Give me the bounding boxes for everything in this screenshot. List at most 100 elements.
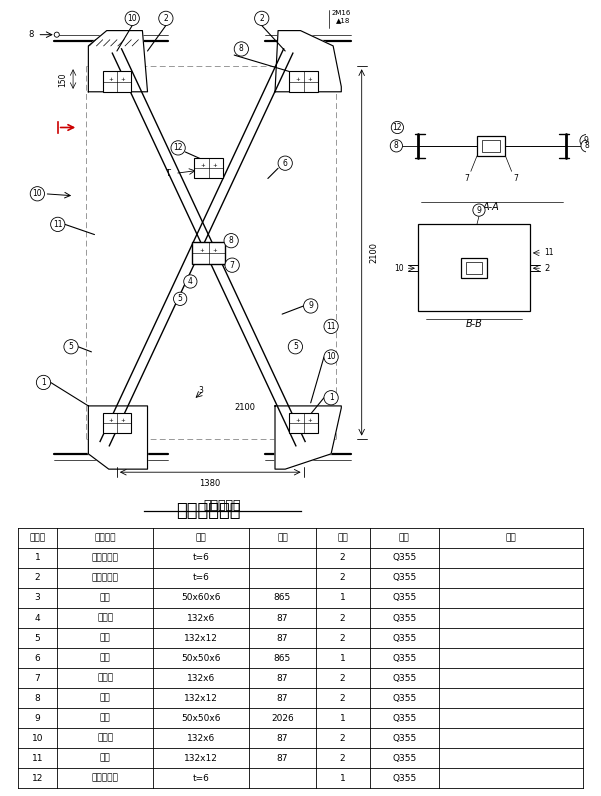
Text: 衬板: 衬板 (100, 693, 111, 703)
Text: 87: 87 (276, 693, 288, 703)
Text: Q355: Q355 (392, 734, 416, 743)
Text: 1: 1 (340, 714, 346, 723)
Text: 角钢连接板: 角钢连接板 (92, 553, 118, 563)
Circle shape (125, 11, 139, 25)
Text: +: + (307, 76, 312, 81)
Bar (466, 262, 482, 275)
Text: 1: 1 (41, 378, 46, 387)
Circle shape (30, 186, 44, 201)
Text: +: + (109, 76, 114, 81)
Text: 87: 87 (276, 734, 288, 743)
Text: 6: 6 (282, 158, 288, 168)
Text: 1: 1 (340, 774, 346, 782)
Circle shape (304, 298, 318, 313)
Text: 11: 11 (545, 248, 554, 257)
Text: 8: 8 (239, 45, 244, 53)
Text: 2: 2 (35, 573, 40, 583)
Circle shape (159, 11, 173, 25)
Circle shape (581, 140, 593, 152)
Circle shape (234, 42, 248, 56)
Text: +: + (200, 248, 204, 252)
Text: 角钢连接板: 角钢连接板 (92, 573, 118, 583)
Bar (103, 413, 131, 434)
Text: 连接板: 连接板 (97, 614, 113, 622)
Text: 矩管: 矩管 (100, 654, 111, 662)
Text: 9: 9 (35, 714, 40, 723)
Text: 零件材料表: 零件材料表 (204, 499, 241, 512)
Text: 87: 87 (276, 673, 288, 683)
Polygon shape (88, 30, 147, 92)
Text: 2: 2 (340, 634, 346, 642)
Text: t=6: t=6 (193, 774, 210, 782)
Text: +: + (296, 76, 300, 81)
Text: 2: 2 (340, 553, 346, 563)
Text: 衬板: 衬板 (100, 634, 111, 642)
Text: +: + (120, 418, 125, 423)
Text: 5: 5 (293, 342, 298, 351)
Text: 零件号: 零件号 (29, 533, 46, 542)
Circle shape (391, 121, 403, 134)
Circle shape (278, 156, 292, 170)
Circle shape (174, 292, 187, 306)
Circle shape (54, 32, 59, 37)
Text: 9: 9 (477, 205, 481, 215)
Circle shape (390, 140, 403, 152)
Bar (460, 258, 487, 279)
Circle shape (50, 217, 65, 232)
Text: 2: 2 (340, 734, 346, 743)
Text: 1: 1 (35, 553, 40, 563)
Text: 2: 2 (260, 14, 264, 23)
Text: 2: 2 (340, 754, 346, 763)
Bar (195, 158, 223, 178)
Text: 7: 7 (514, 174, 519, 183)
Circle shape (255, 11, 269, 25)
Text: 132x6: 132x6 (187, 614, 216, 622)
Text: +: + (120, 76, 125, 81)
Text: 9: 9 (308, 302, 313, 310)
Text: B-B: B-B (465, 319, 483, 330)
Text: 衬板: 衬板 (100, 754, 111, 763)
Text: 3: 3 (198, 386, 203, 395)
Circle shape (324, 349, 338, 364)
Text: t=6: t=6 (193, 553, 210, 563)
Circle shape (324, 391, 338, 405)
Text: Q355: Q355 (392, 614, 416, 622)
Text: 12: 12 (173, 143, 183, 152)
Text: 2: 2 (340, 673, 346, 683)
Text: 12: 12 (392, 123, 402, 132)
Text: 50x50x6: 50x50x6 (182, 654, 221, 662)
Text: 132x12: 132x12 (185, 754, 218, 763)
Bar (289, 413, 318, 434)
Text: 11: 11 (32, 754, 43, 763)
Circle shape (64, 340, 78, 354)
Text: Q355: Q355 (392, 573, 416, 583)
Text: 1: 1 (340, 654, 346, 662)
Polygon shape (88, 406, 147, 469)
Text: 5: 5 (69, 342, 73, 351)
Circle shape (580, 135, 592, 147)
Text: 备注: 备注 (505, 533, 516, 542)
Polygon shape (275, 406, 341, 469)
Text: 8: 8 (35, 693, 40, 703)
Text: 3: 3 (35, 594, 40, 603)
Text: 865: 865 (274, 654, 291, 662)
Text: Q355: Q355 (392, 693, 416, 703)
Circle shape (171, 141, 185, 155)
Text: 矩管: 矩管 (100, 594, 111, 603)
Text: 87: 87 (276, 754, 288, 763)
Text: 4: 4 (188, 277, 193, 286)
Text: 2M16: 2M16 (331, 10, 350, 16)
Text: +: + (296, 418, 300, 423)
Text: Q355: Q355 (392, 594, 416, 603)
Text: 1: 1 (329, 393, 334, 402)
Text: 连接板: 连接板 (97, 673, 113, 683)
Text: T: T (165, 169, 171, 178)
Circle shape (184, 275, 197, 288)
Text: +: + (307, 418, 312, 423)
Text: 12: 12 (32, 774, 43, 782)
Text: A-A: A-A (483, 202, 499, 212)
Text: 132x6: 132x6 (187, 734, 216, 743)
Text: 87: 87 (276, 634, 288, 642)
Text: Q355: Q355 (392, 754, 416, 763)
Text: Q355: Q355 (392, 553, 416, 563)
